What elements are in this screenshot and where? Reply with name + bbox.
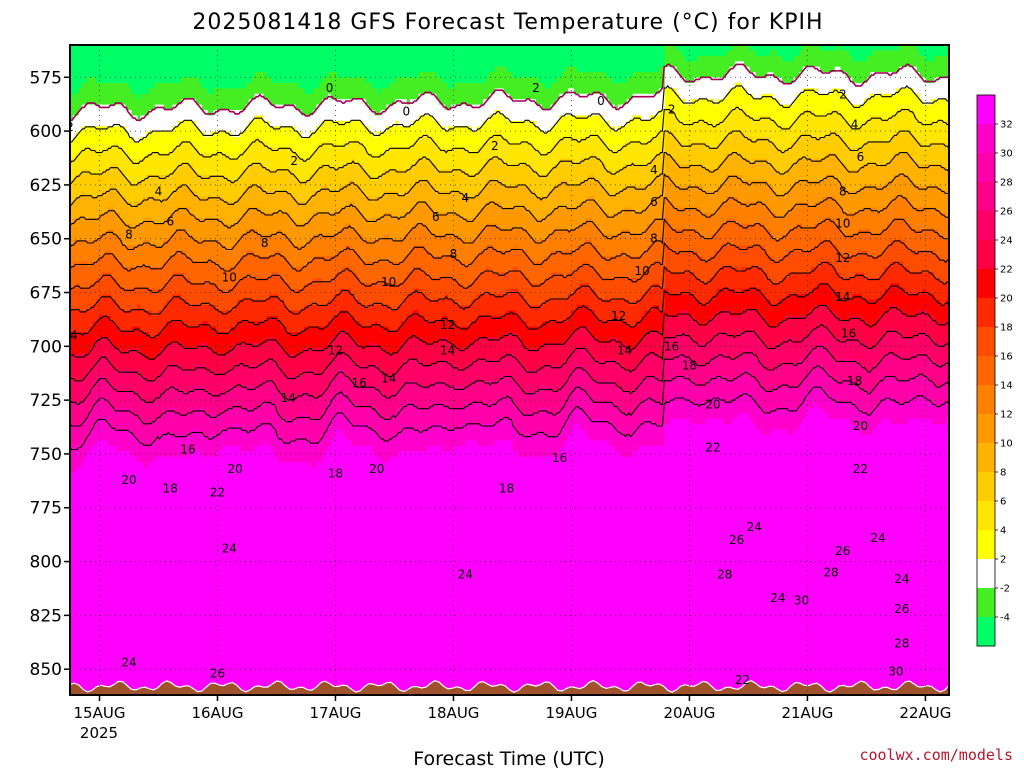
temperature-bands xyxy=(70,45,950,696)
forecast-chart: 2025081418 GFS Forecast Temperature (°C)… xyxy=(0,0,1024,768)
chart-title: 2025081418 GFS Forecast Temperature (°C)… xyxy=(192,10,823,35)
